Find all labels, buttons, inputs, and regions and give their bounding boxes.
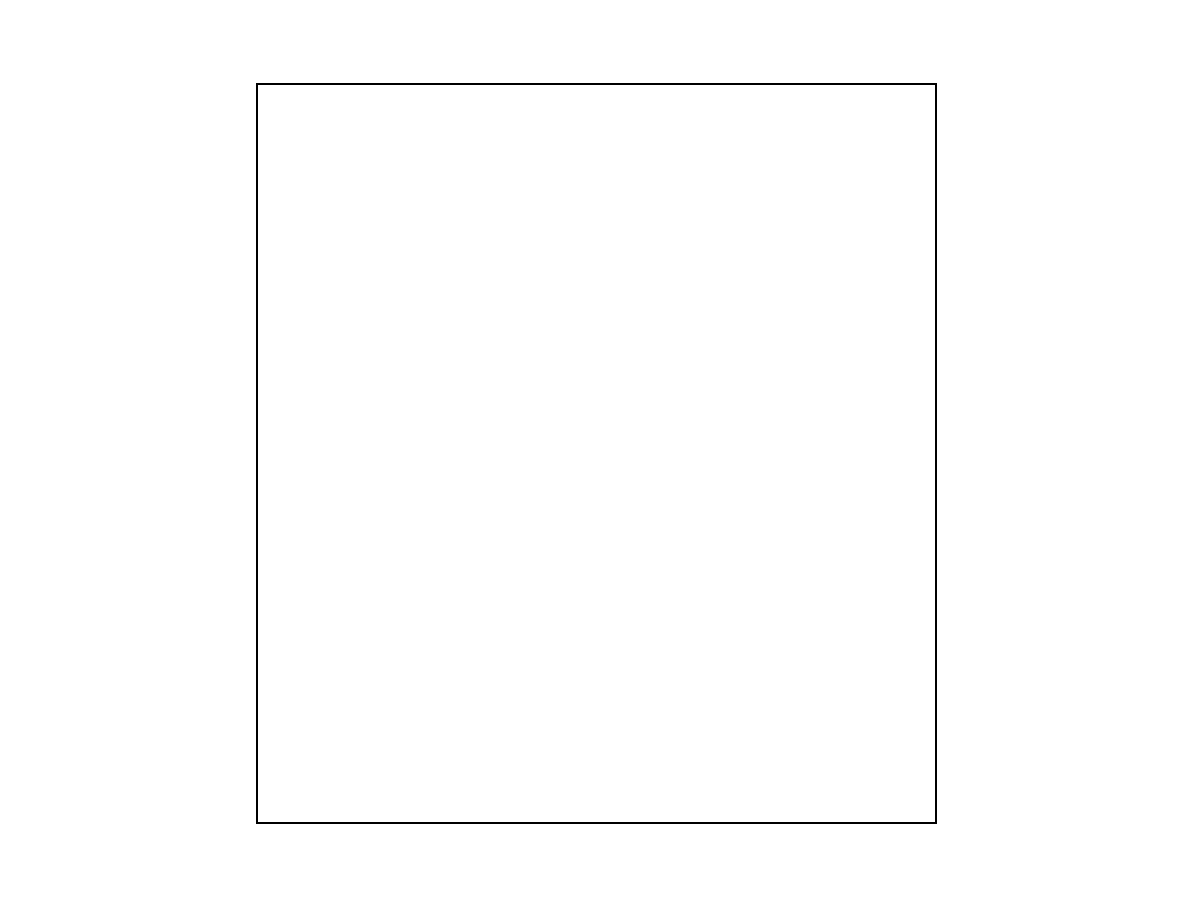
colorbar — [1048, 80, 1143, 825]
map-frame — [256, 83, 937, 824]
precipitation-map — [258, 85, 935, 822]
